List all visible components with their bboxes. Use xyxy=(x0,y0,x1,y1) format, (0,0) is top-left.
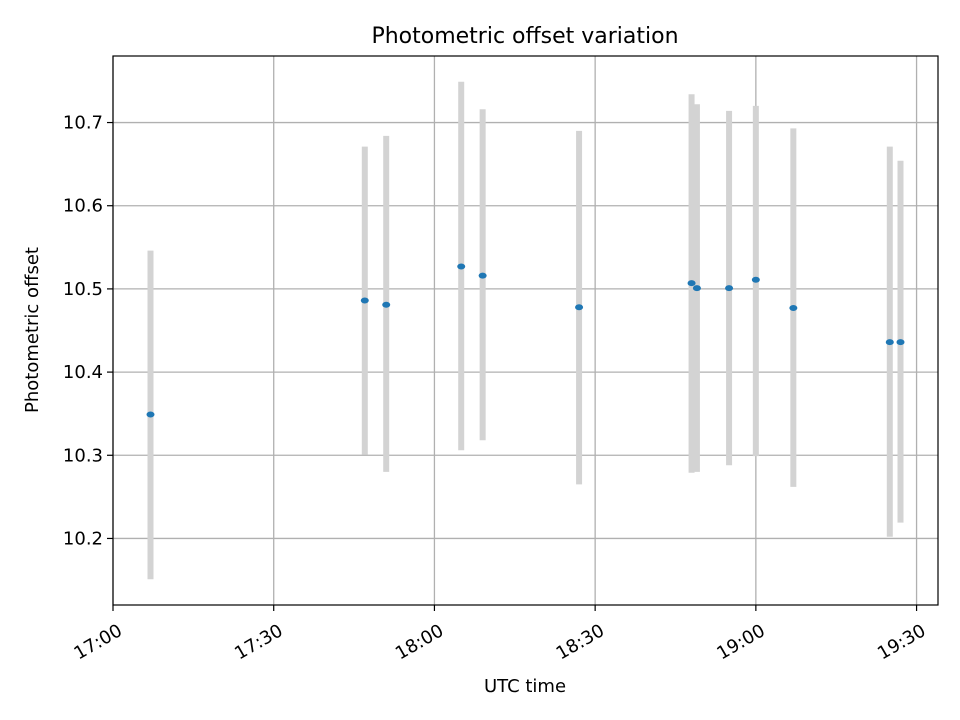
x-tick-label: 18:30 xyxy=(553,620,608,664)
y-tick-label: 10.5 xyxy=(63,279,103,300)
data-point xyxy=(457,263,466,270)
y-tick-label: 10.4 xyxy=(63,362,103,383)
x-tick-label: 17:30 xyxy=(231,620,286,664)
data-points xyxy=(146,263,905,418)
grid xyxy=(112,56,938,605)
x-tick-label: 17:00 xyxy=(70,620,125,664)
y-tick-label: 10.3 xyxy=(63,445,103,466)
x-tick-label: 18:00 xyxy=(392,620,447,664)
x-tick-label: 19:30 xyxy=(874,620,929,664)
data-point xyxy=(360,297,369,304)
data-point xyxy=(789,305,798,312)
data-point xyxy=(725,285,734,292)
data-point xyxy=(478,272,487,279)
x-axis-label: UTC time xyxy=(484,676,566,697)
data-point xyxy=(896,339,905,346)
y-tick-label: 10.7 xyxy=(63,113,103,134)
data-point xyxy=(146,411,155,418)
chart-title: Photometric offset variation xyxy=(371,24,678,49)
y-axis: 10.2 10.3 10.4 10.5 10.6 10.7 xyxy=(63,113,113,549)
y-tick-label: 10.2 xyxy=(63,528,103,549)
y-axis-label: Photometric offset xyxy=(22,247,43,413)
data-point xyxy=(687,280,696,287)
data-point xyxy=(692,285,701,292)
y-tick-label: 10.6 xyxy=(63,196,103,217)
plot-frame xyxy=(112,55,939,606)
data-point xyxy=(575,304,584,311)
data-point xyxy=(751,276,760,283)
error-bars xyxy=(147,81,904,580)
x-axis: 17:00 17:30 18:00 18:30 19:00 19:30 xyxy=(70,605,929,664)
x-tick-label: 19:00 xyxy=(713,620,768,664)
data-point xyxy=(885,339,894,346)
data-point xyxy=(382,301,391,308)
